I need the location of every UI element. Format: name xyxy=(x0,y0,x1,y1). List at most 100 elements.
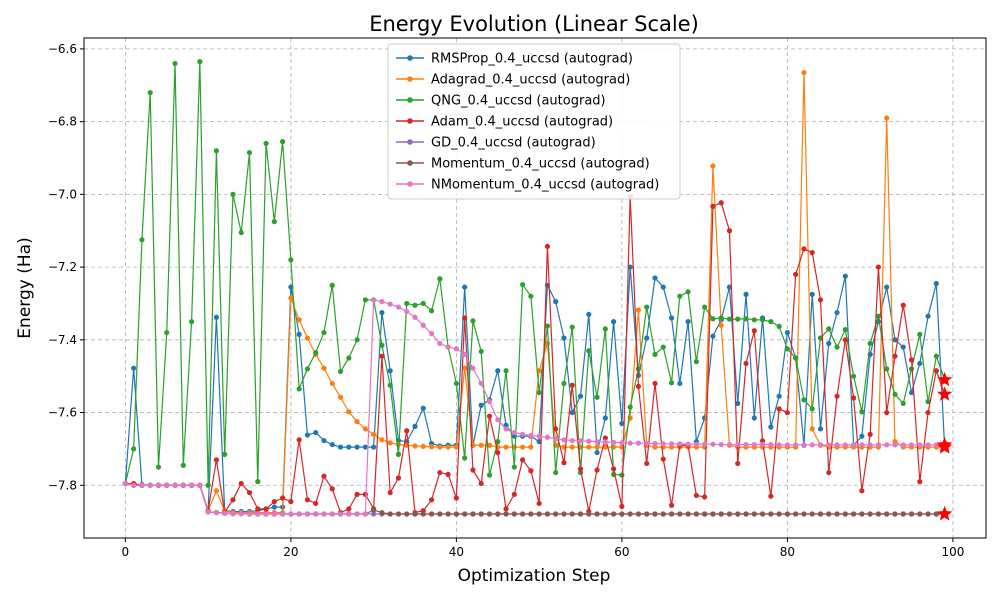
data-point xyxy=(238,229,244,236)
data-point xyxy=(660,511,666,517)
data-point xyxy=(263,140,269,147)
data-point xyxy=(412,443,418,449)
data-point xyxy=(486,442,493,448)
data-point xyxy=(743,291,749,297)
data-point xyxy=(619,472,625,478)
data-point xyxy=(172,60,178,67)
data-point xyxy=(561,437,567,443)
data-point xyxy=(412,511,418,517)
data-point xyxy=(122,480,128,487)
data-point xyxy=(238,480,244,487)
data-point xyxy=(503,426,509,432)
data-point xyxy=(495,449,501,456)
data-point xyxy=(495,368,501,374)
data-point xyxy=(246,489,253,496)
data-point xyxy=(842,337,848,343)
data-point xyxy=(255,506,261,512)
data-point xyxy=(387,382,393,388)
data-point xyxy=(321,437,327,444)
data-point xyxy=(685,319,691,325)
data-point xyxy=(528,293,534,299)
data-point xyxy=(875,442,882,448)
data-point xyxy=(693,359,699,365)
data-point xyxy=(759,317,766,323)
data-point xyxy=(503,506,509,512)
data-point xyxy=(619,511,625,517)
data-point xyxy=(131,365,137,371)
data-point xyxy=(329,511,335,517)
data-point xyxy=(933,511,939,517)
data-point xyxy=(569,444,575,450)
y-tick-label: −7.6 xyxy=(48,406,77,420)
series-nmomentum xyxy=(122,297,948,517)
data-point xyxy=(635,511,642,517)
data-point xyxy=(131,482,137,488)
data-point xyxy=(371,297,377,303)
data-point xyxy=(892,511,898,517)
data-point xyxy=(362,444,368,450)
data-point xyxy=(478,380,484,387)
data-point xyxy=(462,365,468,371)
data-point xyxy=(486,472,493,478)
data-point xyxy=(280,139,286,145)
data-point xyxy=(586,444,592,450)
data-point xyxy=(437,511,443,517)
final-point-star xyxy=(937,506,953,521)
data-point xyxy=(627,404,633,410)
data-point xyxy=(288,257,294,263)
data-point xyxy=(809,249,815,256)
data-point xyxy=(925,442,931,448)
data-point xyxy=(379,437,385,443)
data-point xyxy=(437,444,443,450)
data-point xyxy=(354,444,360,450)
data-point xyxy=(569,324,575,330)
data-point xyxy=(412,302,418,308)
data-point xyxy=(412,423,418,429)
data-point xyxy=(470,365,476,371)
data-point xyxy=(304,366,311,372)
data-point xyxy=(594,467,600,473)
data-point xyxy=(842,511,848,517)
data-point xyxy=(677,441,683,447)
data-point xyxy=(611,511,617,517)
data-point xyxy=(710,441,716,447)
data-point xyxy=(213,148,219,154)
data-point xyxy=(751,415,757,421)
data-point xyxy=(222,510,228,516)
data-point xyxy=(817,511,824,517)
data-point xyxy=(801,397,807,403)
data-point xyxy=(594,444,600,450)
x-tick-label: 80 xyxy=(780,545,795,559)
data-point xyxy=(420,511,426,517)
data-point xyxy=(743,360,749,367)
data-point xyxy=(908,442,915,448)
data-point xyxy=(668,511,675,517)
data-point xyxy=(710,511,716,517)
data-point xyxy=(842,327,848,333)
legend-marker xyxy=(407,181,413,187)
legend-marker xyxy=(407,139,413,145)
data-point xyxy=(710,163,716,169)
data-point xyxy=(296,386,302,392)
data-point xyxy=(917,331,923,337)
data-point xyxy=(238,511,244,517)
data-point xyxy=(445,471,451,477)
data-point xyxy=(743,441,749,448)
data-point xyxy=(511,511,517,517)
data-point xyxy=(851,511,857,517)
data-point xyxy=(188,319,195,325)
y-tick-label: −6.8 xyxy=(48,115,77,129)
final-point-star xyxy=(937,371,953,387)
series-layer xyxy=(122,59,948,517)
data-point xyxy=(842,273,848,279)
data-point xyxy=(495,417,501,423)
data-point xyxy=(503,422,509,428)
legend-label: Adagrad_0.4_uccsd (autograd) xyxy=(431,73,630,88)
data-point xyxy=(569,409,575,416)
data-point xyxy=(313,429,319,436)
data-point xyxy=(536,500,542,507)
data-point xyxy=(304,511,311,517)
data-point xyxy=(718,322,724,328)
data-point xyxy=(337,444,344,450)
data-point xyxy=(561,511,567,517)
